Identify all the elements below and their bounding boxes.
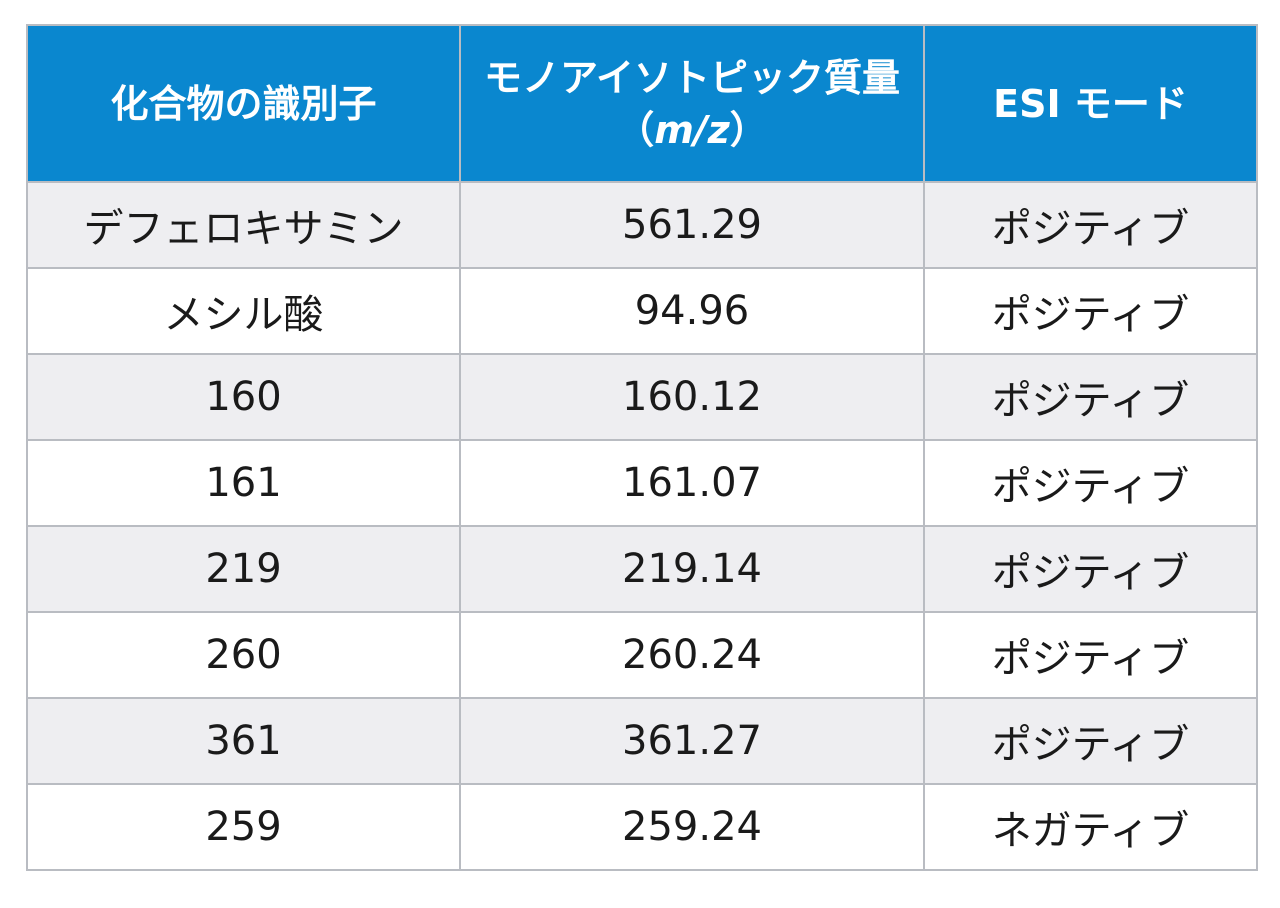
cell-identifier: デフェロキサミン xyxy=(26,181,461,269)
cell-identifier: メシル酸 xyxy=(26,267,461,355)
table-row: 160 160.12 ポジティブ xyxy=(26,353,1258,441)
header-mass-open-paren: （ xyxy=(616,107,655,152)
cell-esi-mode: ポジティブ xyxy=(923,353,1258,441)
table-row: 260 260.24 ポジティブ xyxy=(26,611,1258,699)
cell-identifier: 160 xyxy=(26,353,461,441)
cell-esi-mode: ポジティブ xyxy=(923,611,1258,699)
header-mass-unit-line: （m/z） xyxy=(473,104,911,156)
cell-esi-mode: ポジティブ xyxy=(923,181,1258,269)
cell-esi-mode: ネガティブ xyxy=(923,783,1258,871)
header-mass-label: モノアイソトピック質量 xyxy=(483,55,901,100)
cell-esi-mode: ポジティブ xyxy=(923,267,1258,355)
cell-esi-mode: ポジティブ xyxy=(923,525,1258,613)
header-compound-identifier: 化合物の識別子 xyxy=(26,24,461,183)
cell-mass: 259.24 xyxy=(459,783,925,871)
cell-mass: 561.29 xyxy=(459,181,925,269)
cell-mass: 361.27 xyxy=(459,697,925,785)
table-row: 161 161.07 ポジティブ xyxy=(26,439,1258,527)
compound-table: 化合物の識別子 モノアイソトピック質量 （m/z） ESI モード デフェロキサ… xyxy=(26,24,1258,871)
cell-esi-mode: ポジティブ xyxy=(923,697,1258,785)
cell-mass: 161.07 xyxy=(459,439,925,527)
cell-identifier: 260 xyxy=(26,611,461,699)
table-row: 361 361.27 ポジティブ xyxy=(26,697,1258,785)
cell-identifier: 219 xyxy=(26,525,461,613)
header-esi-mode: ESI モード xyxy=(923,24,1258,183)
cell-identifier: 259 xyxy=(26,783,461,871)
table-row: 259 259.24 ネガティブ xyxy=(26,783,1258,871)
cell-mass: 260.24 xyxy=(459,611,925,699)
table-row: デフェロキサミン 561.29 ポジティブ xyxy=(26,181,1258,269)
cell-mass: 94.96 xyxy=(459,267,925,355)
table-row: 219 219.14 ポジティブ xyxy=(26,525,1258,613)
header-monoisotopic-mass: モノアイソトピック質量 （m/z） xyxy=(459,24,925,183)
cell-mass: 219.14 xyxy=(459,525,925,613)
table-row: メシル酸 94.96 ポジティブ xyxy=(26,267,1258,355)
header-row: 化合物の識別子 モノアイソトピック質量 （m/z） ESI モード xyxy=(26,24,1258,183)
table-header: 化合物の識別子 モノアイソトピック質量 （m/z） ESI モード xyxy=(26,24,1258,183)
table-body: デフェロキサミン 561.29 ポジティブ メシル酸 94.96 ポジティブ 1… xyxy=(26,181,1258,871)
header-mass-unit: m/z xyxy=(654,107,730,152)
cell-esi-mode: ポジティブ xyxy=(923,439,1258,527)
cell-identifier: 161 xyxy=(26,439,461,527)
cell-mass: 160.12 xyxy=(459,353,925,441)
header-mass-close-paren: ） xyxy=(729,107,768,152)
cell-identifier: 361 xyxy=(26,697,461,785)
